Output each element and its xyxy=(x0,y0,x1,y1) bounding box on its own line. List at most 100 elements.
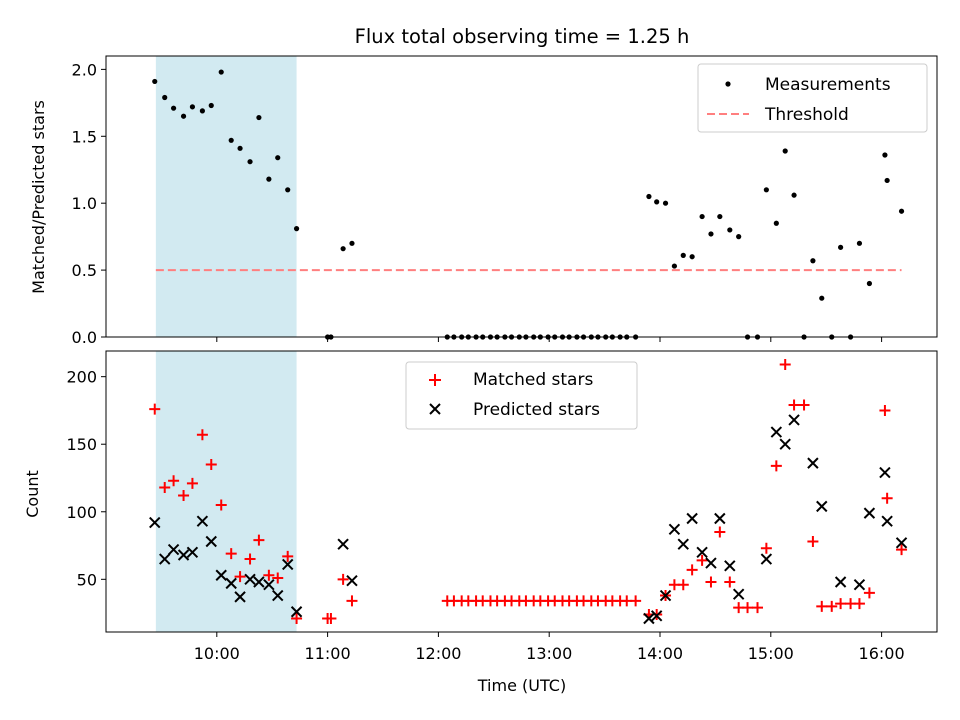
y-tick-label: 2.0 xyxy=(72,60,97,79)
matched-star-point xyxy=(272,572,284,584)
matched-star-point xyxy=(215,499,227,511)
predicted-star-point xyxy=(724,560,736,572)
shaded-span xyxy=(155,351,297,632)
measurement-point xyxy=(275,155,281,161)
matched-star-point xyxy=(807,535,819,547)
measurement-point xyxy=(152,78,158,85)
matched-star-point xyxy=(760,542,772,554)
top-legend-frame xyxy=(697,63,928,133)
predicted-star-point xyxy=(149,516,161,529)
measurement-point xyxy=(791,192,797,198)
measurement-point xyxy=(293,226,300,232)
measurement-point xyxy=(736,234,742,240)
bottom-x-ticks: 10:00 11:00 12:00 13:00 14:00 15:00 16:00 xyxy=(194,632,905,663)
measurement-point xyxy=(285,187,291,193)
matched-star-point xyxy=(205,458,217,470)
measurement-point xyxy=(247,159,253,165)
measurement-point xyxy=(180,113,187,119)
predicted-star-point xyxy=(881,515,893,527)
predicted-star-point xyxy=(234,591,246,603)
bottom-y-ticks: 50 100 150 200 xyxy=(66,368,106,589)
measurement-point xyxy=(763,187,769,193)
top-plot-frame xyxy=(105,55,938,338)
matched-star-point xyxy=(630,595,642,607)
predicted-star-point xyxy=(686,512,698,525)
measurement-point xyxy=(773,220,779,226)
predicted-star-point xyxy=(853,579,866,591)
matched-star-point xyxy=(788,399,800,411)
matched-star-point xyxy=(244,553,256,565)
matched-star-point xyxy=(282,550,294,562)
measurement-point xyxy=(662,200,669,206)
x-tick-label: 13:00 xyxy=(526,644,572,663)
measurement-point xyxy=(189,104,196,110)
bottom-plot-frame xyxy=(105,350,938,633)
matched-star-point xyxy=(879,404,891,416)
predicted-star-point xyxy=(272,589,284,602)
x-tick-label: 14:00 xyxy=(637,644,683,663)
predicted-star-point xyxy=(696,546,708,559)
predicted-star-point xyxy=(779,438,791,450)
measurement-point xyxy=(838,244,844,250)
matched-star-point xyxy=(178,490,190,502)
matched-star-point xyxy=(159,481,171,493)
legend-matched-label: Matched stars xyxy=(473,370,593,390)
predicted-star-point xyxy=(816,500,828,513)
y-tick-label: 100 xyxy=(66,503,97,522)
measurement-point xyxy=(708,231,714,237)
predicted-star-points xyxy=(149,414,908,625)
shaded-span xyxy=(155,56,297,337)
matched-star-point xyxy=(798,399,810,411)
predicted-star-point xyxy=(879,466,891,479)
predicted-star-point xyxy=(253,576,265,588)
y-tick-label: 50 xyxy=(77,570,97,589)
matched-star-point xyxy=(346,595,358,607)
top-y-axis-label: Matched/Predicted stars xyxy=(29,100,48,294)
matched-star-point xyxy=(686,564,698,576)
measurement-point xyxy=(680,252,686,258)
y-tick-label: 200 xyxy=(66,368,97,387)
matched-star-point xyxy=(225,548,237,560)
predicted-star-point xyxy=(282,558,294,571)
predicted-star-point xyxy=(895,537,908,549)
matched-star-point xyxy=(752,602,764,614)
matched-star-point xyxy=(714,526,726,538)
measurement-point xyxy=(266,176,272,182)
matched-star-point xyxy=(149,403,161,415)
measurement-point xyxy=(727,227,733,233)
measurement-point xyxy=(671,263,678,269)
y-tick-label: 1.0 xyxy=(72,194,97,213)
matched-star-point xyxy=(826,600,838,612)
legend-matched-marker xyxy=(429,374,441,386)
measurement-point xyxy=(810,258,816,264)
legend-predicted-marker xyxy=(429,403,441,415)
bottom-legend-frame xyxy=(405,361,638,430)
x-tick-label: 10:00 xyxy=(194,644,240,663)
matched-star-point xyxy=(696,554,708,566)
bottom-x-axis-label: Time (UTC) xyxy=(477,676,566,695)
matched-star-point xyxy=(863,587,875,599)
measurement-point xyxy=(654,199,660,205)
matched-star-point xyxy=(263,569,275,581)
predicted-star-point xyxy=(677,538,689,550)
matched-star-point xyxy=(337,573,349,585)
y-tick-label: 0.0 xyxy=(72,328,97,347)
measurement-point xyxy=(237,145,243,151)
matched-star-point xyxy=(705,576,717,588)
matched-star-point xyxy=(816,600,828,612)
predicted-star-point xyxy=(244,573,256,586)
chart-title: Flux total observing time = 1.25 h xyxy=(355,25,690,48)
top-x-ticks xyxy=(216,337,883,342)
matched-star-point xyxy=(896,544,908,556)
matched-star-point xyxy=(325,612,337,624)
matched-star-point xyxy=(835,598,847,610)
predicted-star-point xyxy=(770,426,783,438)
matched-star-point xyxy=(253,534,265,546)
matched-star-point xyxy=(186,477,198,489)
matched-star-point xyxy=(853,598,865,610)
measurement-point xyxy=(170,105,177,111)
predicted-star-point xyxy=(225,577,237,590)
predicted-star-point xyxy=(159,553,171,565)
legend-threshold-label: Threshold xyxy=(764,105,849,125)
x-tick-label: 11:00 xyxy=(305,644,351,663)
